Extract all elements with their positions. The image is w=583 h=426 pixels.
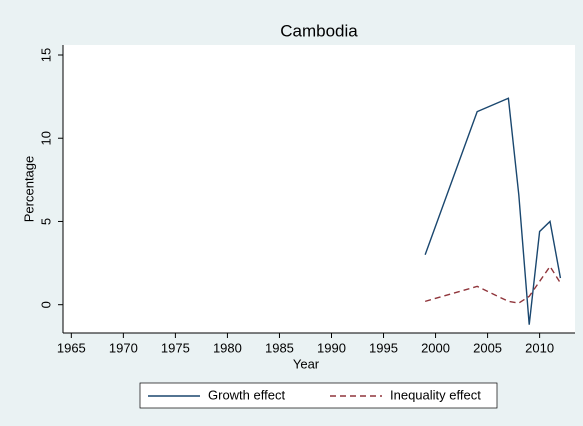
x-tick-label: 1995 [369,340,398,355]
chart-title: Cambodia [280,21,358,40]
y-tick-label: 10 [38,131,53,145]
x-tick-label: 2010 [525,340,554,355]
x-tick-label: 1990 [317,340,346,355]
x-tick-label: 1965 [57,340,86,355]
legend-label: Inequality effect [390,387,481,402]
y-tick-label: 5 [38,218,53,225]
x-tick-label: 1970 [109,340,138,355]
x-tick-label: 2005 [473,340,502,355]
x-tick-label: 1975 [161,340,190,355]
x-tick-label: 2000 [421,340,450,355]
y-tick-label: 0 [38,301,53,308]
x-tick-label: 1980 [213,340,242,355]
x-axis-label: Year [293,356,320,371]
y-tick-label: 15 [38,48,53,62]
x-tick-label: 1985 [265,340,294,355]
plot-area [63,45,575,333]
series-line [424,265,562,304]
y-axis-label: Percentage [21,156,36,223]
series-line [424,97,562,325]
legend-label: Growth effect [208,387,285,402]
